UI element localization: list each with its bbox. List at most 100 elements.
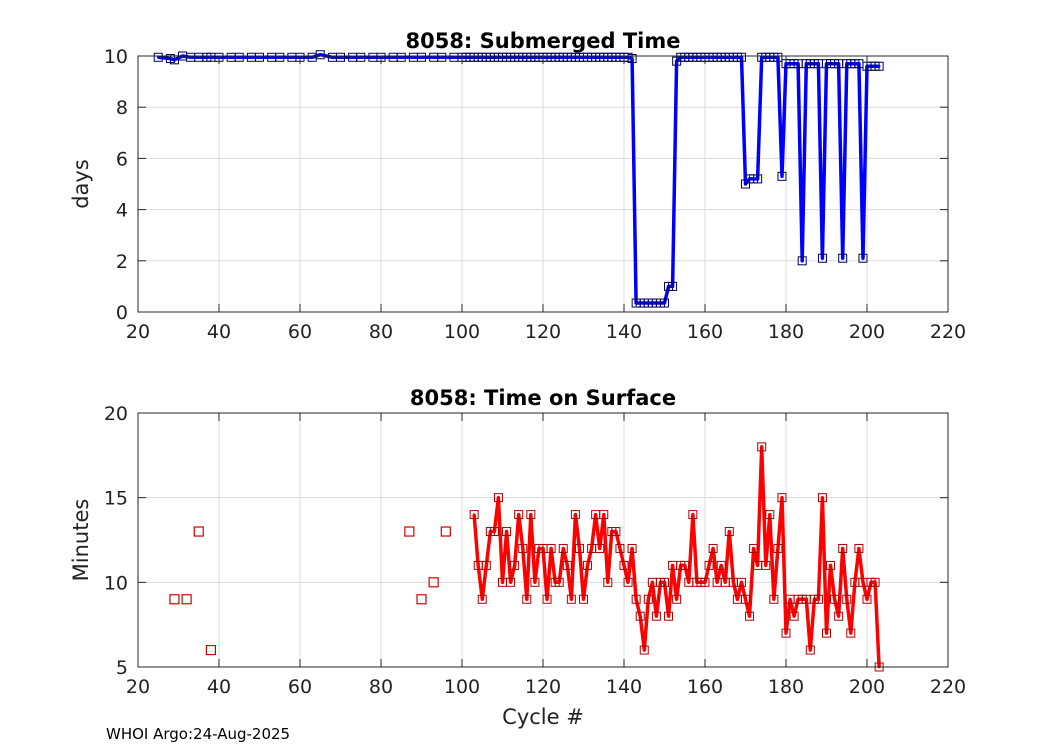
data-point-dot — [238, 56, 241, 59]
data-point — [688, 510, 698, 520]
data-point — [789, 611, 799, 621]
data-point-dot — [566, 564, 569, 567]
data-point — [660, 577, 669, 587]
data-point — [627, 543, 637, 553]
data-point-dot — [740, 581, 743, 584]
data-point-dot — [817, 62, 820, 65]
data-point — [854, 543, 864, 553]
data-point-dot — [331, 56, 334, 59]
data-point — [599, 510, 609, 520]
data-point-dot — [614, 530, 618, 533]
data-point-dot — [290, 56, 294, 59]
data-point — [562, 560, 572, 570]
x-tick-label: 140 — [606, 676, 642, 698]
data-point-dot — [809, 648, 812, 652]
data-point-dot — [452, 56, 456, 59]
data-point-dot — [796, 62, 800, 65]
y-tick-label: 4 — [116, 200, 128, 222]
data-point-dot — [630, 547, 634, 550]
x-tick-label: 100 — [444, 676, 480, 698]
data-point — [724, 527, 734, 537]
data-point-dot — [865, 598, 869, 601]
x-tick-label: 200 — [849, 321, 885, 343]
data-point-dot — [250, 56, 253, 59]
data-point — [570, 510, 580, 520]
data-point — [781, 628, 791, 638]
data-point-dot — [639, 615, 642, 618]
data-point-dot — [736, 598, 739, 601]
data-point — [631, 594, 641, 604]
data-point — [664, 611, 674, 621]
x-tick-label: 200 — [849, 676, 885, 698]
x-tick-label: 20 — [126, 321, 150, 343]
data-point-dot — [229, 56, 233, 59]
y-tick-label: 15 — [104, 488, 128, 510]
data-point — [205, 644, 216, 656]
data-point-dot — [197, 56, 200, 59]
data-point-dot — [618, 547, 622, 550]
data-point — [595, 543, 605, 553]
x-tick-label: 160 — [687, 676, 723, 698]
data-point-dot — [841, 257, 844, 260]
data-point — [643, 594, 653, 604]
data-point-dot — [541, 547, 545, 550]
data-point — [842, 594, 852, 604]
data-point — [619, 560, 629, 570]
data-point — [716, 560, 726, 570]
data-point-dot — [833, 598, 836, 601]
data-point — [870, 577, 880, 587]
data-point-dot — [829, 564, 832, 567]
data-point — [838, 253, 848, 263]
x-tick-label: 120 — [525, 676, 561, 698]
data-point-dot — [711, 547, 715, 550]
data-point-dot — [748, 615, 751, 618]
data-point-dot — [574, 513, 577, 516]
x-tick-label: 60 — [288, 321, 312, 343]
data-point-dot — [663, 581, 666, 584]
data-point-dot — [784, 631, 788, 635]
data-point-dot — [517, 513, 520, 516]
data-point-dot — [776, 56, 780, 59]
data-point-dot — [853, 581, 857, 584]
data-point — [315, 50, 325, 60]
data-point-dot — [792, 615, 796, 618]
data-point — [805, 645, 815, 655]
footer-credit: WHOI Argo:24-Aug-2025 — [106, 725, 291, 743]
data-point-dot — [805, 598, 808, 601]
data-point-dot — [788, 598, 792, 601]
data-point — [623, 577, 633, 587]
y-tick-label: 10 — [104, 572, 128, 594]
data-point-dot — [432, 56, 435, 59]
data-point-dot — [845, 598, 848, 601]
data-point-dot — [683, 564, 686, 567]
x-tick-label: 220 — [930, 321, 966, 343]
data-point-dot — [724, 581, 727, 584]
data-point-dot — [319, 53, 322, 56]
data-point — [627, 54, 637, 64]
data-point — [336, 52, 345, 62]
x-tick-label: 180 — [768, 321, 804, 343]
y-tick-label: 10 — [104, 46, 128, 68]
data-point-dot — [420, 56, 423, 59]
data-point — [741, 594, 750, 604]
y-tick-label: 5 — [116, 657, 128, 679]
data-point — [542, 594, 552, 604]
data-point-dot — [780, 175, 784, 178]
data-point-dot — [570, 598, 573, 601]
data-point — [603, 577, 613, 587]
data-point-dot — [817, 598, 820, 601]
time-on-surface-chart: 20 40 60 80 100 120 140 160 180 200 220 5 10 15 20 8058… — [69, 386, 966, 729]
data-point — [579, 594, 588, 604]
data-point-dot — [412, 56, 415, 59]
data-point — [193, 526, 204, 537]
data-point — [522, 594, 532, 604]
data-point — [437, 52, 447, 62]
data-point-dot — [849, 631, 852, 635]
data-point — [660, 298, 669, 308]
data-point — [773, 52, 783, 62]
data-point — [404, 526, 415, 537]
x-tick-label: 20 — [126, 676, 150, 698]
data-point-dot — [578, 547, 581, 550]
data-point-dot — [359, 56, 362, 59]
